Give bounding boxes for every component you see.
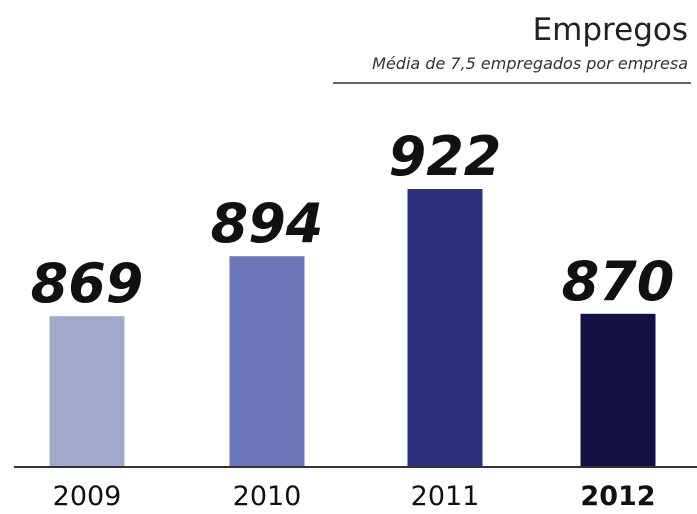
bar-2010 <box>229 256 305 467</box>
value-label-2012: 870 <box>562 250 675 313</box>
chart-subtitle: Média de 7,5 empregados por empresa <box>372 54 688 73</box>
bar-2012 <box>580 313 656 467</box>
chart-title: Empregos <box>533 12 688 48</box>
value-label-2009: 869 <box>31 252 144 315</box>
value-label-2010: 894 <box>211 192 324 255</box>
value-label-2011: 922 <box>389 125 502 188</box>
x-tick-2010: 2010 <box>233 481 302 512</box>
x-tick-2009: 2009 <box>53 481 122 512</box>
bar-2009 <box>49 316 125 467</box>
bars-group: 869 2009 894 2010 922 2011 870 2012 <box>31 125 675 512</box>
x-tick-2012: 2012 <box>580 481 655 512</box>
bar-2011 <box>407 189 483 467</box>
x-tick-2011: 2011 <box>411 481 480 512</box>
